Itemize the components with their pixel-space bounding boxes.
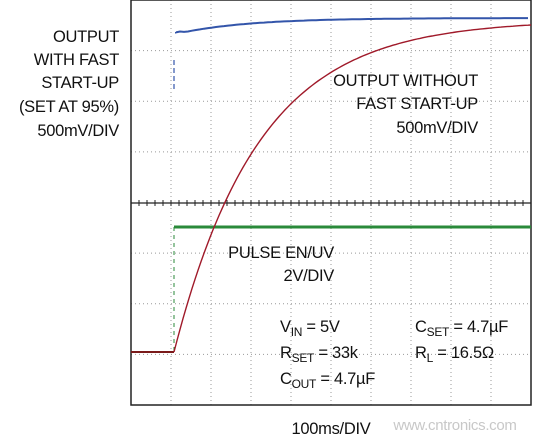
label-line: OUTPUT WITHOUT	[333, 72, 478, 90]
watermark: www.cntronics.com	[392, 417, 516, 434]
label-line: FAST START-UP	[356, 95, 478, 113]
label-line: 500mV/DIV	[396, 119, 478, 137]
pulse-label: PULSE EN/UV 2V/DIV	[228, 244, 334, 285]
label-line: START-UP	[41, 74, 119, 92]
plot-frame	[130, 0, 532, 406]
slow-trace	[173, 24, 532, 353]
condition: RL = 16.5Ω	[415, 344, 494, 365]
grid	[130, 0, 532, 405]
condition: COUT = 4.7µF	[280, 370, 375, 391]
label-line: 500mV/DIV	[37, 122, 119, 140]
fast-trace	[175, 17, 528, 34]
label-line: (SET AT 95%)	[19, 98, 119, 116]
label-line: WITH FAST	[34, 51, 120, 69]
label-line: 2V/DIV	[284, 267, 335, 285]
label-line: PULSE EN/UV	[228, 244, 334, 262]
condition: VIN = 5V	[280, 318, 340, 339]
conditions: VIN = 5V RSET = 33k COUT = 4.7µF CSET = …	[280, 318, 509, 391]
label-line: OUTPUT	[53, 28, 119, 46]
condition: RSET = 33k	[280, 344, 359, 365]
x-label: 100ms/DIV	[292, 420, 371, 438]
condition: CSET = 4.7µF	[415, 318, 508, 339]
left-label: OUTPUT WITH FAST START-UP (SET AT 95%) 5…	[19, 28, 120, 140]
right-label: OUTPUT WITHOUT FAST START-UP 500mV/DIV	[333, 72, 478, 137]
